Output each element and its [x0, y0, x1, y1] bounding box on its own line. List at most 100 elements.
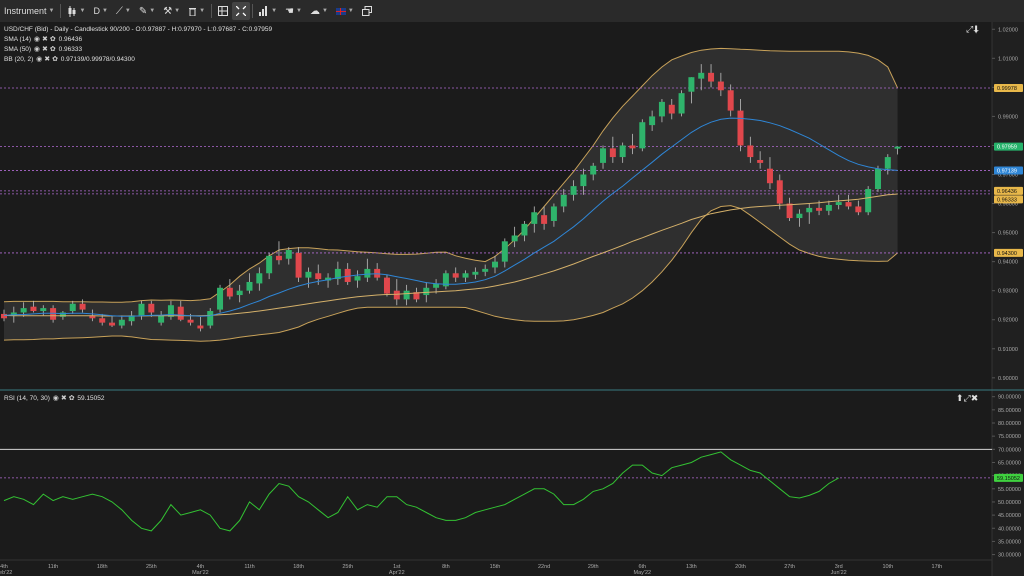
price-tick-label: 0.91000 — [998, 347, 1018, 353]
layout-button[interactable] — [214, 2, 232, 20]
candle-body — [59, 312, 66, 317]
candle-body — [521, 223, 528, 236]
timeframe-dropdown[interactable]: D ▼ — [89, 2, 111, 20]
window-button[interactable] — [358, 2, 376, 20]
close-icon[interactable]: ✖ — [42, 46, 48, 53]
legend-sma14[interactable]: SMA (14) ◉ ✖ ✿ 0.96436 — [4, 35, 272, 45]
legend-bb-name: BB (20, 2) — [4, 56, 34, 63]
chevron-down-icon: ▼ — [347, 8, 354, 14]
time-tick-label: 29th — [588, 564, 599, 570]
chart-area[interactable]: 1.020001.010001.000000.990000.980000.970… — [0, 22, 1024, 576]
hand-button[interactable]: ☚ ▼ — [281, 2, 306, 20]
close-icon[interactable]: ✖ — [970, 393, 979, 403]
time-tick-label: 8th — [442, 564, 450, 570]
candle-body — [138, 303, 145, 316]
layout-icon — [218, 6, 229, 16]
legend-sma14-name: SMA (14) — [4, 36, 32, 43]
time-tick-label: 13th — [686, 564, 697, 570]
gear-icon[interactable]: ✿ — [68, 395, 75, 402]
candle-body — [688, 77, 695, 92]
rsi-axis: 90.00000 85.00000 80.00000 75.00000 70.00000… — [992, 395, 1021, 559]
candle-body — [845, 202, 852, 207]
candle-body — [570, 186, 577, 195]
candle-body — [658, 101, 665, 117]
price-tick-label: 1.02000 — [998, 27, 1018, 33]
toolbar-separator — [252, 4, 254, 18]
language-button[interactable]: ▼ — [332, 2, 358, 20]
draw-line-button[interactable]: ⟋ ▼ — [112, 2, 135, 20]
arrow-down-icon[interactable]: ⬇ — [973, 24, 979, 34]
gear-icon[interactable]: ✿ — [49, 46, 56, 53]
candle-body — [10, 312, 17, 316]
moving-averages — [3, 117, 898, 317]
rsi-tick-label: 90.00000 — [998, 395, 1021, 401]
candle-body — [541, 215, 548, 224]
line-draw-icon: ⟋ — [115, 5, 123, 17]
sma14-line — [3, 117, 898, 317]
candle-body — [383, 277, 390, 294]
delete-button[interactable]: ▼ — [184, 2, 209, 20]
rsi-legend[interactable]: RSI (14, 70, 30) ◉ ✖ ✿ 59.15052 — [4, 394, 105, 404]
tools-button[interactable]: ⚒ ▼ — [159, 2, 184, 20]
eye-icon[interactable]: ◉ — [52, 395, 59, 402]
rsi-line — [3, 451, 839, 532]
cloud-button[interactable]: ☁ ▼ — [306, 2, 332, 20]
candle-body — [344, 268, 351, 282]
eye-icon[interactable]: ◉ — [33, 46, 41, 53]
legend-sma50-value: 0.96333 — [58, 46, 83, 53]
eye-icon[interactable]: ◉ — [36, 56, 43, 63]
price-tick-label: 0.94000 — [998, 260, 1018, 266]
price-pane-controls: ⤢⬇ — [966, 24, 979, 35]
indicators-button[interactable]: ▼ — [255, 2, 281, 20]
candle-body — [285, 250, 292, 259]
legend-sma50-name: SMA (50) — [4, 46, 32, 53]
chart-legend: USD/CHF (Bid) - Daily - Candlestick 90/2… — [4, 25, 272, 65]
rsi-tick-label: 35.00000 — [998, 539, 1021, 545]
candle-body — [806, 207, 813, 213]
expand-icon[interactable]: ⤢ — [966, 24, 974, 34]
candle-body — [619, 145, 626, 158]
candle-body — [717, 81, 724, 91]
candle-body — [266, 255, 273, 274]
candle-body — [148, 303, 155, 313]
candle-body — [825, 205, 832, 211]
candle-body — [236, 290, 243, 296]
candle-body — [727, 90, 734, 111]
candle-body — [668, 104, 675, 114]
candle-body — [354, 276, 361, 281]
time-tick-label: May'22 — [634, 570, 652, 576]
gear-icon[interactable]: ✿ — [49, 36, 56, 43]
crosshair-button[interactable] — [232, 2, 251, 20]
crosshair-icon — [236, 6, 247, 16]
close-icon[interactable]: ✖ — [60, 395, 67, 402]
price-badge-label: 0.99978 — [997, 86, 1017, 92]
candle-body — [433, 283, 440, 288]
arrow-up-icon[interactable]: ⬆ — [956, 393, 964, 403]
candle-body — [678, 93, 685, 114]
candle-body — [118, 319, 125, 326]
gear-icon[interactable]: ✿ — [52, 56, 58, 63]
chevron-down-icon: ▼ — [199, 8, 206, 14]
time-tick-label: 3rd — [835, 564, 843, 570]
rsi-legend-value: 59.15052 — [77, 395, 105, 402]
close-icon[interactable]: ✖ — [42, 36, 48, 43]
pencil-button[interactable]: ✎ ▼ — [135, 2, 159, 20]
candle-body — [442, 273, 449, 287]
legend-sma50[interactable]: SMA (50) ◉ ✖ ✿ 0.96333 — [4, 45, 272, 55]
candle-body — [374, 268, 381, 278]
candle-body — [639, 122, 646, 149]
eye-icon[interactable]: ◉ — [33, 36, 41, 43]
legend-bb[interactable]: BB (20, 2) ◉ ✖ ✿ 0.97139/0.99978/0.94300 — [4, 55, 272, 65]
expand-icon[interactable]: ⤢ — [963, 393, 971, 403]
instrument-dropdown[interactable]: Instrument ▼ — [0, 2, 58, 20]
price-badge — [994, 186, 1023, 195]
close-icon[interactable]: ✖ — [44, 56, 51, 63]
chevron-down-icon: ▼ — [124, 8, 131, 14]
instrument-label: Instrument — [4, 6, 47, 16]
candle-body — [786, 203, 793, 219]
price-badge — [994, 83, 1023, 92]
candle-body — [177, 306, 184, 320]
candle-body — [256, 273, 263, 284]
candle-body — [403, 290, 410, 300]
chart-type-dropdown[interactable]: ▼ — [63, 2, 89, 20]
